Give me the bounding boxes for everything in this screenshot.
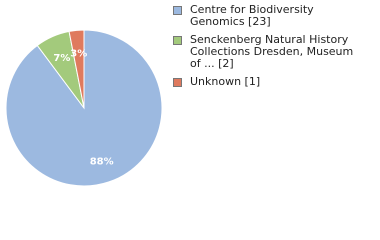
pie-slice (5, 29, 163, 187)
legend-swatch (173, 6, 182, 15)
legend-item: Unknown [1] (173, 76, 363, 88)
legend-item: Centre for Biodiversity Genomics [23] (173, 4, 363, 28)
legend: Centre for Biodiversity Genomics [23] Sen… (173, 4, 363, 94)
legend-label: Centre for Biodiversity Genomics [23] (190, 3, 314, 28)
legend-label: Senckenberg Natural History Collections … (190, 33, 354, 70)
legend-label: Unknown [1] (190, 75, 261, 88)
slice-label: 7% (53, 53, 70, 64)
slice-label: 3% (70, 49, 87, 60)
pie-slice (68, 29, 85, 109)
legend-swatch (173, 78, 182, 87)
slice-label: 88% (90, 156, 114, 167)
legend-item: Senckenberg Natural History Collections … (173, 34, 363, 70)
legend-swatch (173, 36, 182, 45)
